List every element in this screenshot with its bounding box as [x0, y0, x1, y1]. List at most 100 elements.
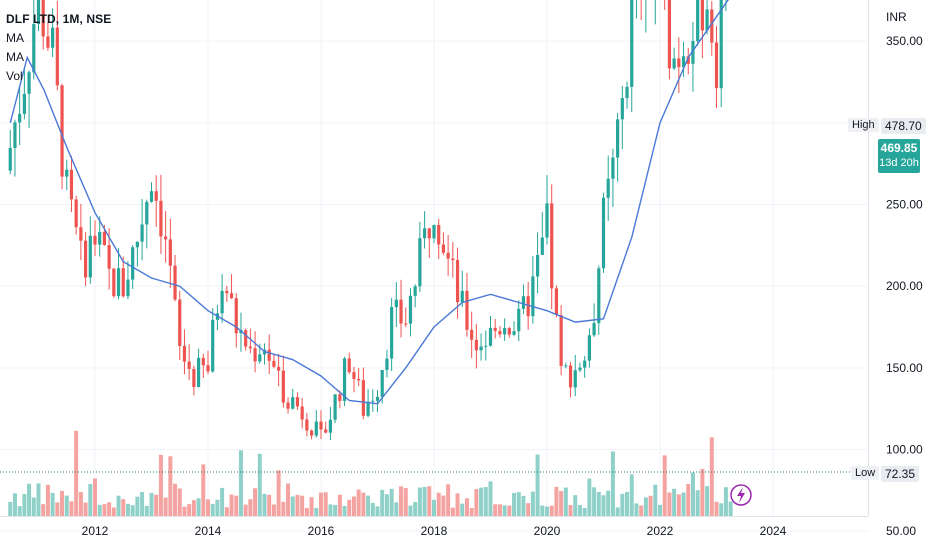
volume-bar: [606, 490, 611, 516]
volume-bar: [158, 454, 163, 516]
volume-bar: [356, 489, 361, 516]
candle-body: [36, 0, 41, 25]
volume-bar: [479, 487, 484, 516]
volume-bar: [215, 499, 220, 516]
volume-bar: [196, 498, 201, 516]
high-value: 478.70: [881, 118, 926, 134]
volume-bar: [667, 492, 672, 516]
indicator-ma-2[interactable]: MA: [6, 50, 24, 64]
volume-bar: [163, 497, 168, 516]
volume-bar: [686, 483, 691, 516]
candle-body: [474, 339, 478, 351]
candle-body: [691, 41, 695, 64]
volume-bar: [399, 486, 404, 516]
volume-bar: [559, 491, 564, 516]
candle-body: [102, 231, 107, 246]
volume-bar: [319, 492, 323, 516]
candle-body: [187, 361, 191, 369]
indicator-volume[interactable]: Vol: [6, 69, 23, 83]
candle-body: [342, 358, 347, 401]
candle-body: [465, 290, 469, 330]
candle-body: [479, 346, 483, 351]
candle-body: [437, 225, 441, 245]
volume-bar: [587, 478, 592, 516]
volume-bar: [55, 502, 60, 516]
volume-bar: [592, 487, 597, 516]
volume-bar: [366, 495, 371, 516]
volume-bar: [530, 491, 535, 516]
candle-body: [248, 346, 252, 349]
candle-body: [583, 360, 587, 368]
candle-body: [550, 203, 554, 289]
volume-bar: [483, 487, 488, 516]
volume-bar: [497, 504, 502, 516]
volume-bar: [629, 474, 634, 516]
candle-body: [324, 429, 328, 433]
volume-bar: [380, 489, 385, 516]
volume-bar: [201, 464, 206, 516]
volume-bar: [276, 470, 281, 516]
price-tick-label: 50.00: [886, 524, 916, 538]
candle-body: [244, 330, 248, 347]
candle-body: [98, 231, 102, 245]
candle-body: [484, 345, 488, 347]
candle-body: [149, 191, 154, 202]
volume-bar: [408, 505, 413, 516]
candle-body: [616, 119, 620, 158]
volume-bar: [144, 505, 149, 516]
candle-body: [328, 419, 333, 433]
volume-bar: [427, 486, 432, 516]
candle-body: [493, 327, 497, 331]
candle-body: [630, 0, 634, 87]
candle-body: [545, 203, 549, 238]
last-price-tag[interactable]: 469.85 13d 20h: [878, 139, 920, 173]
candle-body: [451, 258, 455, 261]
candle-body: [267, 349, 271, 361]
time-tick-label: 2020: [534, 524, 561, 538]
volume-bar: [125, 503, 130, 516]
lightning-icon[interactable]: [730, 484, 752, 506]
volume-bar: [121, 499, 126, 516]
volume-bar: [300, 495, 305, 516]
candle-body: [672, 58, 676, 69]
volume-bar: [545, 506, 549, 516]
candle-body: [13, 122, 17, 148]
candle-body: [32, 24, 36, 73]
volume-bar: [323, 492, 328, 516]
volume-bar: [563, 487, 568, 516]
volume-bar: [220, 487, 225, 516]
volume-bar: [422, 486, 427, 516]
candle-body: [460, 290, 464, 303]
candle-body: [225, 290, 229, 294]
symbol-title[interactable]: DLF LTD, 1M, NSE: [6, 12, 112, 26]
candle-body: [277, 366, 281, 371]
volume-bar: [187, 504, 192, 516]
candle-body: [526, 296, 530, 317]
volume-bar: [455, 493, 460, 516]
candle-body: [686, 56, 690, 64]
price-tick-label: 250.00: [886, 198, 923, 212]
candle-body: [667, 0, 672, 69]
volume-bar: [140, 492, 145, 516]
volume-bar: [450, 507, 455, 516]
volume-bar: [210, 503, 215, 516]
volume-bar: [262, 493, 267, 516]
volume-bars: [8, 430, 733, 516]
volume-bar: [168, 456, 173, 516]
volume-bar: [719, 503, 724, 516]
indicator-ma-1[interactable]: MA: [6, 31, 24, 45]
volume-bar: [521, 495, 526, 516]
volume-bar: [229, 494, 234, 516]
candle-body: [211, 319, 215, 372]
volume-bar: [267, 494, 272, 516]
candle-body: [41, 0, 45, 37]
candle-body: [352, 372, 356, 379]
volume-bar: [295, 494, 300, 516]
candle-body: [371, 400, 375, 402]
candle-body: [145, 201, 149, 225]
candle-body: [592, 323, 596, 336]
candle-body: [375, 396, 380, 401]
volume-bar: [596, 491, 601, 516]
volume-bar: [88, 484, 93, 516]
